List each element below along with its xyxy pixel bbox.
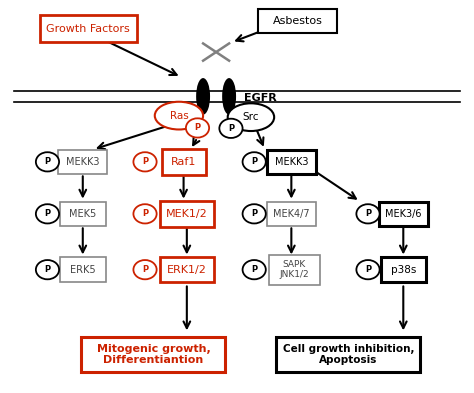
FancyBboxPatch shape: [60, 202, 106, 226]
FancyBboxPatch shape: [39, 15, 137, 42]
FancyBboxPatch shape: [160, 201, 214, 226]
Circle shape: [356, 204, 380, 224]
Circle shape: [133, 152, 156, 171]
Text: P: P: [45, 209, 51, 219]
Ellipse shape: [196, 78, 210, 115]
Text: P: P: [142, 265, 148, 274]
Text: P: P: [251, 265, 257, 274]
Circle shape: [133, 204, 156, 224]
Text: P: P: [228, 124, 234, 133]
Ellipse shape: [222, 78, 236, 115]
Text: MEK5: MEK5: [69, 209, 96, 219]
Text: SAPK
JNK1/2: SAPK JNK1/2: [279, 260, 309, 279]
Text: Src: Src: [243, 112, 259, 122]
FancyBboxPatch shape: [276, 337, 420, 372]
FancyBboxPatch shape: [60, 257, 106, 282]
Circle shape: [36, 204, 59, 224]
Text: P: P: [365, 209, 371, 219]
Text: Cell growth inhibition,
Apoptosis: Cell growth inhibition, Apoptosis: [283, 343, 414, 365]
Text: P: P: [194, 123, 201, 132]
Text: Ras: Ras: [170, 110, 188, 121]
Ellipse shape: [155, 102, 203, 129]
Circle shape: [243, 152, 266, 171]
Ellipse shape: [228, 103, 274, 131]
FancyBboxPatch shape: [258, 9, 337, 33]
Circle shape: [186, 118, 209, 138]
FancyBboxPatch shape: [381, 257, 426, 282]
Text: P: P: [45, 265, 51, 274]
Text: MEKK3: MEKK3: [274, 157, 308, 167]
Text: ERK1/2: ERK1/2: [167, 264, 207, 275]
Text: Asbestos: Asbestos: [273, 16, 322, 26]
FancyBboxPatch shape: [269, 255, 319, 285]
Text: P: P: [142, 209, 148, 219]
Text: EGFR: EGFR: [244, 92, 277, 103]
Circle shape: [243, 260, 266, 279]
Text: MEKK3: MEKK3: [66, 157, 100, 167]
Text: MEK4/7: MEK4/7: [273, 209, 310, 219]
Circle shape: [243, 204, 266, 224]
FancyBboxPatch shape: [379, 202, 428, 226]
Text: P: P: [142, 157, 148, 166]
Circle shape: [36, 260, 59, 279]
Circle shape: [356, 260, 380, 279]
FancyBboxPatch shape: [58, 149, 107, 174]
Text: MEK3/6: MEK3/6: [385, 209, 421, 219]
Text: Mitogenic growth,
Differentiantion: Mitogenic growth, Differentiantion: [97, 343, 210, 365]
FancyBboxPatch shape: [267, 149, 316, 174]
Text: P: P: [365, 265, 371, 274]
FancyBboxPatch shape: [82, 337, 226, 372]
Text: p38s: p38s: [391, 264, 416, 275]
Text: Raf1: Raf1: [171, 157, 196, 167]
FancyBboxPatch shape: [267, 202, 316, 226]
Text: MEK1/2: MEK1/2: [166, 209, 208, 219]
Text: ERK5: ERK5: [70, 264, 96, 275]
Text: Growth Factors: Growth Factors: [46, 24, 130, 34]
Circle shape: [133, 260, 156, 279]
FancyBboxPatch shape: [160, 257, 214, 283]
Text: P: P: [45, 157, 51, 166]
FancyBboxPatch shape: [162, 149, 206, 174]
Circle shape: [36, 152, 59, 171]
Circle shape: [219, 119, 243, 138]
Text: P: P: [251, 157, 257, 166]
Text: P: P: [251, 209, 257, 219]
